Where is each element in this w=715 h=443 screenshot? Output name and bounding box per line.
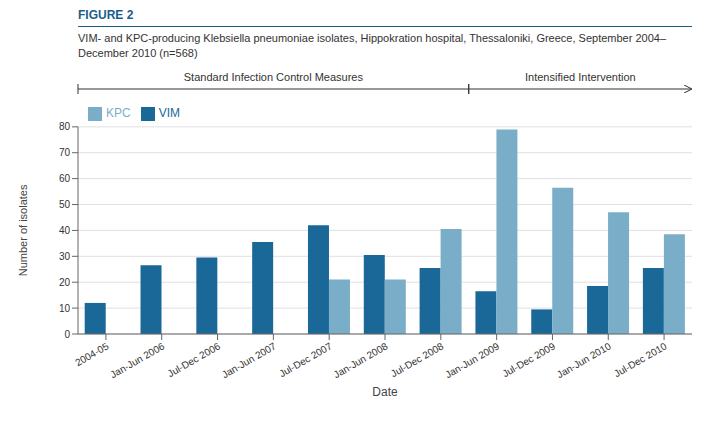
svg-text:30: 30	[59, 251, 71, 262]
html-text:KPC: KPC	[106, 106, 131, 120]
svg-text:Date: Date	[372, 385, 398, 399]
svg-text:2004-05: 2004-05	[73, 340, 111, 368]
svg-text:70: 70	[59, 147, 71, 158]
svg-text:60: 60	[59, 173, 71, 184]
svg-text:Jul-Dec 2010: Jul-Dec 2010	[612, 340, 669, 379]
svg-text:Jul-Dec 2007: Jul-Dec 2007	[277, 340, 334, 379]
svg-text:80: 80	[59, 121, 71, 132]
svg-text:Jul-Dec 2009: Jul-Dec 2009	[500, 340, 557, 379]
svg-text:50: 50	[59, 199, 71, 210]
svg-text:0: 0	[64, 329, 70, 340]
html-text:VIM: VIM	[158, 106, 180, 120]
svg-text:Jan-Jun 2007: Jan-Jun 2007	[220, 340, 278, 380]
svg-text:Jan-Jun 2006: Jan-Jun 2006	[108, 340, 166, 380]
html-text:VIM- and KPC-producing Klebsie: VIM- and KPC-producing Klebsiella pneumo…	[78, 32, 666, 59]
svg-text:10: 10	[59, 303, 71, 314]
svg-text:Standard Infection Control Mea: Standard Infection Control Measures	[184, 71, 364, 83]
svg-text:Jul-Dec 2006: Jul-Dec 2006	[166, 340, 223, 379]
svg-text:Jan-Jun 2009: Jan-Jun 2009	[443, 340, 501, 380]
svg-text:Number of isolates: Number of isolates	[17, 184, 29, 276]
svg-text:Jan-Jun 2010: Jan-Jun 2010	[555, 340, 613, 380]
html-text:FIGURE 2: FIGURE 2	[78, 8, 134, 22]
svg-text:Jul-Dec 2008: Jul-Dec 2008	[389, 340, 446, 379]
svg-text:Jan-Jun 2008: Jan-Jun 2008	[332, 340, 390, 380]
svg-text:Intensified Intervention: Intensified Intervention	[525, 71, 636, 83]
svg-text:40: 40	[59, 225, 71, 236]
svg-text:20: 20	[59, 277, 71, 288]
